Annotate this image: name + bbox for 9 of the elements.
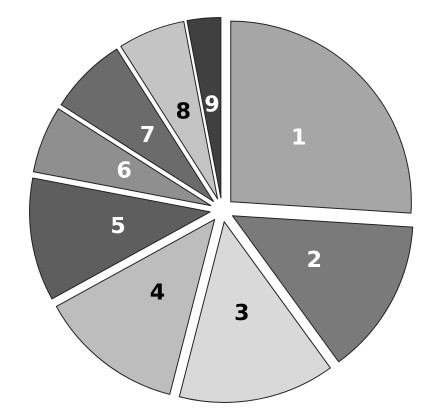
slice-label: 9 — [204, 92, 220, 118]
slice-label: 4 — [150, 280, 166, 306]
slice-label: 8 — [176, 100, 191, 125]
slice-label: 2 — [306, 248, 322, 274]
slice-label: 7 — [140, 123, 156, 148]
slice-label: 3 — [234, 300, 250, 326]
slice-label: 5 — [110, 214, 126, 239]
slice-label: 1 — [291, 125, 306, 150]
slice-label: 6 — [116, 158, 132, 184]
